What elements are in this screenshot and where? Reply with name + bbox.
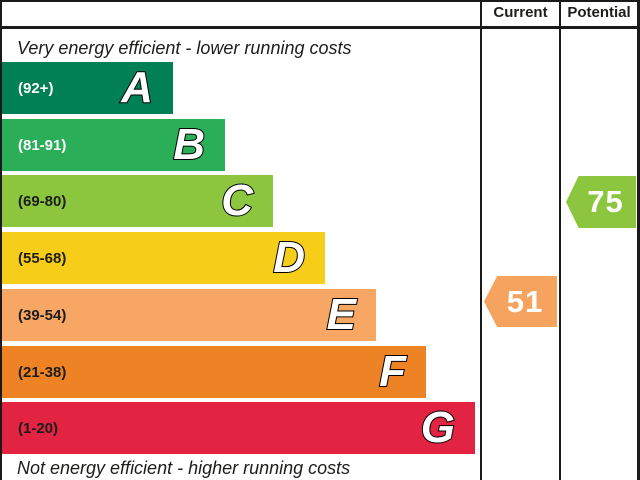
band-e: (39-54) E — [2, 289, 376, 341]
current-column-border — [480, 0, 482, 480]
band-a: (92+) A — [2, 62, 173, 114]
potential-rating-arrow: 75 — [566, 176, 636, 228]
band-g: (1-20) G — [2, 402, 475, 454]
border-right — [637, 0, 640, 480]
border-top — [0, 0, 640, 2]
band-letter: D — [272, 232, 306, 283]
potential-rating-value: 75 — [587, 184, 624, 219]
band-range-label: (1-20) — [18, 419, 59, 437]
band-range-label: (55-68) — [18, 249, 67, 267]
band-letter: A — [120, 62, 154, 113]
band-range-label: (69-80) — [18, 192, 67, 210]
band-b: (81-91) B — [2, 119, 225, 171]
current-column-header: Current — [493, 4, 548, 21]
band-range-label: (81-91) — [18, 136, 67, 154]
bottom-caption: Not energy efficient - higher running co… — [17, 458, 351, 478]
band-range-label: (92+) — [18, 79, 54, 97]
band-letter: B — [172, 119, 206, 170]
band-letter: C — [220, 175, 254, 226]
band-range-label: (21-38) — [18, 363, 67, 381]
border-left — [0, 0, 2, 480]
potential-column-header: Potential — [567, 4, 631, 21]
top-caption: Very energy efficient - lower running co… — [17, 38, 352, 58]
band-range-label: (39-54) — [18, 306, 67, 324]
band-d: (55-68) D — [2, 232, 325, 284]
band-letter: E — [326, 289, 357, 340]
current-rating-value: 51 — [506, 283, 544, 319]
potential-column-border — [559, 0, 561, 480]
band-c: (69-80) C — [2, 175, 273, 227]
band-f: (21-38) F — [2, 346, 426, 398]
current-rating-arrow: 51 — [484, 276, 557, 327]
header-divider-line — [0, 26, 640, 29]
band-letter: G — [420, 402, 456, 453]
band-letter: F — [378, 346, 407, 397]
